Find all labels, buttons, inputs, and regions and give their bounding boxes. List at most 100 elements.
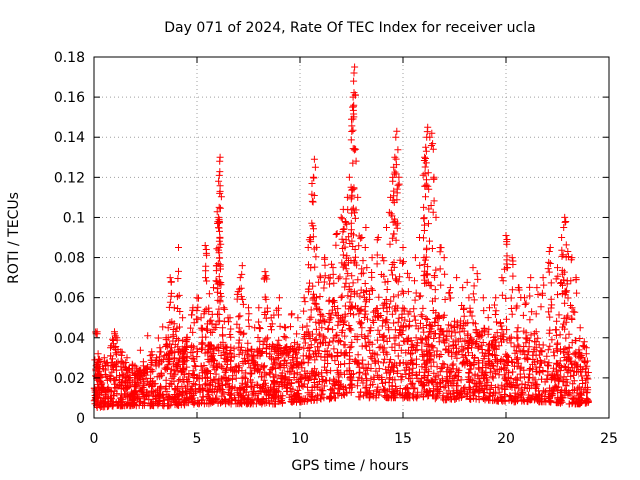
data-point [538, 347, 546, 355]
data-point [256, 387, 264, 395]
data-point [446, 369, 454, 377]
data-point [437, 281, 445, 289]
data-point [330, 345, 338, 353]
data-point [522, 339, 530, 347]
data-point [135, 401, 143, 409]
data-point [216, 233, 224, 241]
data-point [171, 371, 179, 379]
data-point [226, 349, 234, 357]
data-point [391, 153, 399, 161]
data-point [562, 218, 570, 225]
data-point [262, 395, 270, 402]
data-point [338, 235, 346, 243]
data-point [229, 375, 236, 383]
data-point [409, 379, 417, 387]
data-point [161, 352, 169, 360]
data-point [428, 322, 436, 330]
data-point [236, 384, 244, 392]
data-point [333, 331, 341, 339]
data-point [138, 386, 146, 394]
data-point [380, 332, 388, 340]
data-point [397, 373, 405, 381]
data-point [531, 384, 539, 392]
data-point [228, 397, 236, 405]
data-point [497, 319, 504, 327]
data-point [451, 372, 459, 380]
data-point [113, 366, 121, 374]
data-point [570, 367, 578, 375]
data-point [549, 387, 557, 395]
data-point [410, 312, 418, 320]
data-point [419, 171, 427, 179]
data-point [166, 298, 174, 306]
data-point [485, 325, 493, 333]
data-point [442, 377, 450, 385]
data-point [277, 348, 285, 356]
data-point [404, 338, 412, 345]
data-point [508, 310, 516, 318]
data-point [397, 322, 405, 330]
data-point [421, 368, 429, 376]
data-point [233, 320, 241, 328]
data-point [394, 181, 402, 189]
data-point [514, 324, 522, 332]
data-point [387, 368, 395, 376]
data-points [90, 63, 592, 411]
data-point [479, 294, 487, 302]
data-point [257, 373, 265, 381]
data-point [364, 315, 371, 323]
data-point [335, 390, 343, 398]
data-point [320, 333, 328, 341]
data-point [166, 274, 174, 282]
data-point [201, 349, 209, 357]
data-point [515, 343, 523, 351]
data-point [470, 296, 478, 304]
data-point [395, 332, 403, 340]
data-point [346, 349, 353, 357]
data-point [422, 253, 430, 261]
data-point [375, 365, 383, 373]
data-point [255, 318, 263, 326]
data-point [452, 387, 460, 395]
data-point [237, 329, 245, 336]
data-point [512, 347, 520, 355]
data-point [448, 352, 456, 360]
x-axis-ticks: 0 5 10 15 20 25 [90, 57, 618, 447]
data-point [393, 196, 401, 204]
data-point [295, 390, 303, 398]
data-point [362, 224, 370, 231]
data-point [484, 314, 492, 322]
data-point [222, 344, 230, 352]
x-tick-label: 5 [193, 431, 202, 447]
data-point [425, 387, 433, 395]
data-point [102, 387, 110, 395]
data-point [429, 140, 437, 148]
data-point [521, 373, 529, 381]
data-point [345, 325, 353, 333]
data-point [262, 335, 270, 343]
data-point [466, 385, 474, 393]
data-point [501, 392, 509, 400]
data-point [491, 370, 499, 378]
data-point [575, 383, 583, 391]
data-point [348, 122, 356, 130]
data-point [494, 359, 502, 367]
data-point [121, 390, 128, 398]
data-point [183, 353, 191, 361]
data-point [323, 377, 331, 385]
data-point [515, 284, 523, 292]
data-point [325, 297, 333, 305]
data-point [513, 374, 521, 382]
data-point [207, 316, 215, 324]
data-point [215, 215, 223, 223]
data-point [510, 398, 518, 406]
data-point [432, 266, 440, 274]
data-point [337, 213, 345, 221]
data-point [311, 263, 319, 271]
data-point [430, 175, 438, 183]
data-point [250, 362, 258, 370]
data-point [310, 174, 318, 182]
data-point [356, 368, 364, 376]
data-point [199, 366, 207, 374]
